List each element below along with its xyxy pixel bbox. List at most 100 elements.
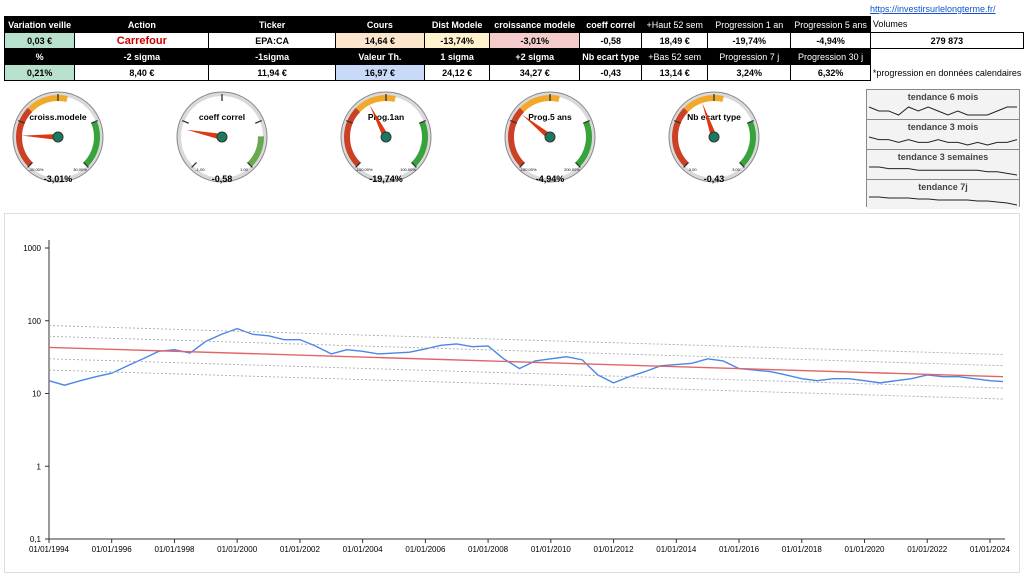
value-cell-2: EPA:CA xyxy=(208,32,336,49)
site-link[interactable]: https://investirsurlelongterme.fr/ xyxy=(870,4,996,14)
value-cell-3: 14,64 € xyxy=(334,32,425,49)
trend-3: tendance 7j xyxy=(867,180,1019,209)
value2-cell-1: 8,40 € xyxy=(74,64,210,81)
trend-line xyxy=(869,166,1018,176)
y-tick-label: 1000 xyxy=(23,244,41,253)
header-cell-3: Cours xyxy=(334,16,425,33)
header-cell-6: coeff correl xyxy=(579,16,643,33)
gauge-label: Prog.1an xyxy=(368,112,404,122)
gauge-hub xyxy=(52,131,64,143)
trend-label: tendance 6 mois xyxy=(907,92,979,102)
x-tick-label: 01/01/2022 xyxy=(907,545,948,554)
value-row-2: 0,21% 8,40 €11,94 €16,97 €24,12 €34,27 € -… xyxy=(3,64,1024,81)
value-cell-10: 279 873 xyxy=(869,32,1024,49)
x-tick-label: 01/01/2000 xyxy=(217,545,258,554)
value-cell-4: -13,74% xyxy=(423,32,491,49)
gauge-needle xyxy=(521,114,552,140)
trend-1: tendance 3 mois xyxy=(867,120,1019,150)
trend-2: tendance 3 semaines xyxy=(867,150,1019,180)
value2-cell-3: 16,97 € xyxy=(334,64,425,81)
value-cell-5: -3,01% xyxy=(489,32,581,49)
header-cell-8: Progression 1 an xyxy=(707,16,792,33)
gauge-max: 200,00% xyxy=(564,167,580,172)
sigma-line xyxy=(48,358,1004,389)
header-cell-2: Ticker xyxy=(208,16,336,33)
value-cell-7: 18,49 € xyxy=(641,32,709,49)
model-line xyxy=(48,346,1004,378)
trend-line xyxy=(868,136,1018,146)
trend-panel: tendance 6 mois tendance 3 mois tendance 3… xyxy=(866,89,1020,209)
gauge-value: -0,58 xyxy=(212,174,233,184)
gauge-hub xyxy=(708,131,720,143)
x-tick-label: 01/01/1994 xyxy=(29,545,70,554)
header2-cell-8: Progression 7 j xyxy=(707,48,792,65)
value2-cell-8: 3,24% xyxy=(707,64,792,81)
gauge-min: -3,00 xyxy=(687,167,697,172)
gauge-1: coeff correl -1,00 1,00 -0,58 xyxy=(172,87,272,187)
x-tick-label: 01/01/2014 xyxy=(656,545,697,554)
gauge-hub xyxy=(380,131,392,143)
header2-cell-2: -1sigma xyxy=(208,48,336,65)
value2-cell-4: 24,12 € xyxy=(423,64,491,81)
stats-table: Variation veille Action Ticker Cours Dist Mo… xyxy=(3,16,1024,81)
gauge-label: Nb ecart type xyxy=(687,112,741,122)
gauge-needle xyxy=(369,104,389,139)
header-row-2: % -2 sigma -1sigma Valeur Th. 1 sigma +2 sigm… xyxy=(3,48,1024,65)
header-row-1: Variation veille Action Ticker Cours Dist Mo… xyxy=(3,16,1024,33)
header2-cell-1: -2 sigma xyxy=(74,48,210,65)
x-tick-label: 01/01/1996 xyxy=(92,545,133,554)
x-tick-label: 01/01/2006 xyxy=(405,545,446,554)
y-tick-label: 100 xyxy=(28,317,42,326)
trend-label: tendance 7j xyxy=(918,182,968,192)
gauge-min: -1,00 xyxy=(195,167,205,172)
x-tick-label: 01/01/2004 xyxy=(343,545,384,554)
gauge-hub xyxy=(216,131,228,143)
trend-0: tendance 6 mois xyxy=(867,90,1019,120)
sigma-line xyxy=(48,325,1004,356)
gauge-max: 30,00% xyxy=(73,167,87,172)
price-chart: 0,1 1 10 100 1000 01/01/1994 01/01/1996 01/01/1… xyxy=(4,213,1020,573)
gauge-max: 100,00% xyxy=(400,167,416,172)
y-tick-label: 1 xyxy=(37,462,42,471)
value2-cell-9: 6,32% xyxy=(790,64,871,81)
header-cell-1: Action xyxy=(74,16,210,33)
header2-cell-5: +2 sigma xyxy=(489,48,581,65)
value2-cell-7: 13,14 € xyxy=(641,64,709,81)
value2-cell-6: -0,43 xyxy=(579,64,643,81)
value2-cell-10: *progression en données calendaires xyxy=(870,64,1024,81)
x-tick-label: 01/01/2008 xyxy=(468,545,509,554)
header-cell-7: +Haut 52 sem xyxy=(641,16,709,33)
gauge-4: Nb ecart type -3,00 3,00 -0,43 xyxy=(664,87,764,187)
x-tick-label: 01/01/2020 xyxy=(844,545,885,554)
x-tick-label: 01/01/2016 xyxy=(719,545,760,554)
gauge-needle xyxy=(186,129,223,140)
gauge-3: Prog.5 ans -100,00% 200,00% -4,94% xyxy=(500,87,600,187)
value-cell-9: -4,94% xyxy=(790,32,871,49)
header-cell-4: Dist Modele xyxy=(423,16,491,33)
header-cell-5: croissance modele xyxy=(489,16,581,33)
gauge-min: -100,00% xyxy=(355,167,373,172)
gauge-value: -0,43 xyxy=(704,174,725,184)
value-cell-1: Carrefour xyxy=(74,32,210,49)
header2-cell-4: 1 sigma xyxy=(423,48,491,65)
price-line xyxy=(48,327,1004,386)
x-tick-label: 01/01/2024 xyxy=(970,545,1011,554)
value2-cell-5: 34,27 € xyxy=(489,64,581,81)
gauge-value: -3,01% xyxy=(44,174,73,184)
trend-label: tendance 3 semaines xyxy=(897,152,989,162)
value-row-1: 0,03 € Carrefour EPA:CA 14,64 € -13,74% -3,01… xyxy=(3,32,1024,49)
value-cell-8: -19,74% xyxy=(707,32,792,49)
price-chart-svg: 0,1 1 10 100 1000 01/01/1994 01/01/1996 01/01/1… xyxy=(23,240,1011,554)
y-tick-label: 0,1 xyxy=(30,535,42,544)
gauge-value: -19,74% xyxy=(369,174,403,184)
gauge-label: Prog.5 ans xyxy=(528,112,572,122)
sigma-line xyxy=(48,335,1004,367)
header-cell-10: Volumes xyxy=(870,16,1024,33)
x-tick-label: 01/01/2012 xyxy=(594,545,635,554)
sigma-line xyxy=(48,369,1004,400)
gauge-0: croiss.modele -10,00% 30,00% -3,01% xyxy=(8,87,108,187)
value2-cell-2: 11,94 € xyxy=(208,64,336,81)
header2-cell-6: Nb ecart type xyxy=(579,48,643,65)
header-cell-0: Variation veille xyxy=(3,16,76,33)
value-cell-6: -0,58 xyxy=(579,32,643,49)
